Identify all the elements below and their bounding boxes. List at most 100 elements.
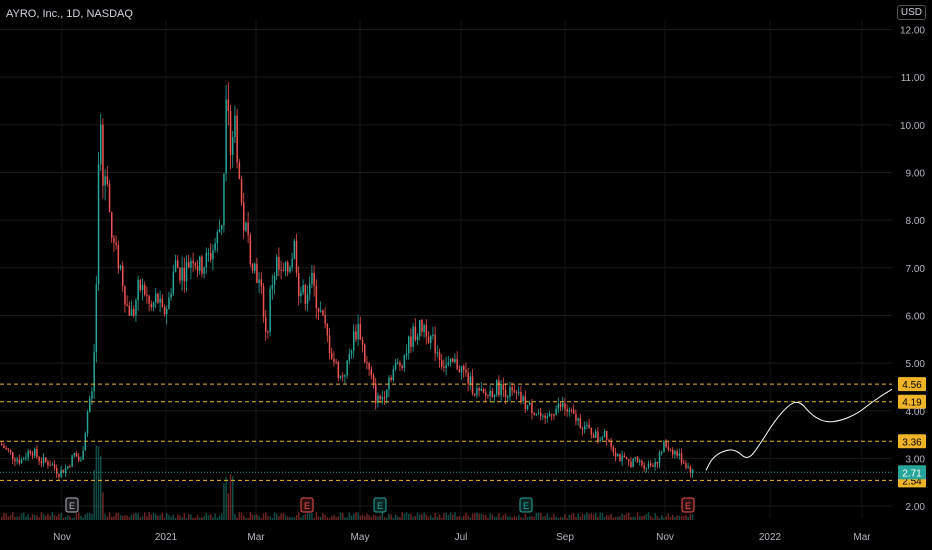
volume-bar [500,517,502,520]
candle-body [533,412,535,415]
candle-body [7,448,10,451]
candle-body [570,410,573,412]
volume-bar [170,516,172,520]
volume-bar [678,515,681,520]
volume-bar [441,517,443,520]
earnings-label: E [685,501,691,511]
level-label: 2.54 [902,476,922,487]
volume-bar [463,515,465,520]
candle-body [515,392,518,394]
candle-body [621,455,623,462]
candle-body [482,389,485,393]
candle-body [225,99,227,174]
volume-bar [346,517,348,520]
candle-body [141,285,144,291]
volume-bar [689,513,692,520]
candle-body [177,260,179,269]
candle-body [185,262,188,282]
candle-body [73,453,76,456]
volume-bar [350,515,353,520]
volume-bar [419,514,421,520]
volume-bar [137,513,139,520]
candle-body [271,284,274,290]
volume-bar [680,515,683,520]
volume-bar [432,517,434,520]
volume-bar [315,512,318,520]
volume-bar [533,516,535,520]
volume-bar [177,514,179,520]
candle-body [172,271,175,294]
volume-bar [625,513,628,520]
volume-bar [333,514,335,520]
candle-body [152,302,155,308]
candle-body [40,461,43,464]
volume-bar [370,516,373,520]
candle-body [135,300,137,316]
candle-body [148,296,150,304]
time-axis[interactable]: Nov 2021 Mar May Jul Sep Nov 2022 Mar [53,532,871,543]
volume-bar [388,513,390,520]
volume-bar [687,517,689,520]
volume-bar [148,512,150,520]
candle-body [465,369,467,373]
volume-bar [251,514,254,520]
volume-bar [493,516,496,520]
volume-bar [405,512,408,520]
candle-body [27,450,29,458]
volume-bar [271,517,274,520]
candle-body [353,331,355,351]
candle-body [29,450,32,454]
price-tick-label: 4.00 [906,407,926,418]
candle-body [45,457,47,462]
volume-bar [100,455,102,520]
volume-bar [553,514,555,520]
candle-body [663,441,665,453]
volume-bar [89,512,91,520]
volume-bar [280,513,282,520]
candle-body [397,362,399,364]
candle-body [113,237,115,243]
volume-bar [588,514,590,520]
candle-body [328,335,331,354]
volume-bar [262,513,265,520]
candle-body [394,362,397,370]
volume-bar [379,515,381,520]
volume-bar [491,514,494,520]
volume-bar [75,513,78,520]
candle-body [359,323,362,340]
price-axis[interactable]: 12.00 11.00 10.00 9.00 8.00 7.00 6.00 5.00 4.00 3… [900,26,925,514]
candle-body [665,441,667,447]
volume-bar [60,513,62,520]
volume-bar [324,514,326,520]
volume-bar [216,517,219,520]
volume-bar [654,513,656,520]
volume-bar [302,515,304,520]
volume-bar [47,513,49,520]
candlestick-series [1,82,694,481]
candle-body [555,408,557,415]
volume-bar [584,514,586,520]
price-tick-label: 10.00 [900,121,925,132]
candle-body [377,395,379,404]
candle-body [430,335,432,343]
price-tick-label: 8.00 [906,216,926,227]
candle-body [106,176,109,185]
candle-body [218,229,221,232]
volume-bar [476,512,478,520]
last-price-tag [898,465,926,480]
candle-body [78,456,80,461]
candle-body [278,256,280,270]
volume-bar [366,513,368,520]
currency-badge[interactable]: USD [896,5,926,20]
candle-body [650,463,652,466]
volume-bar [194,517,197,520]
volume-bar [353,513,355,520]
volume-bar [73,517,76,520]
candle-body [159,298,161,303]
candle-body [89,398,91,413]
candle-body [647,463,650,468]
volume-bar [540,513,542,520]
candle-body [595,431,597,438]
volume-bar [430,515,432,520]
